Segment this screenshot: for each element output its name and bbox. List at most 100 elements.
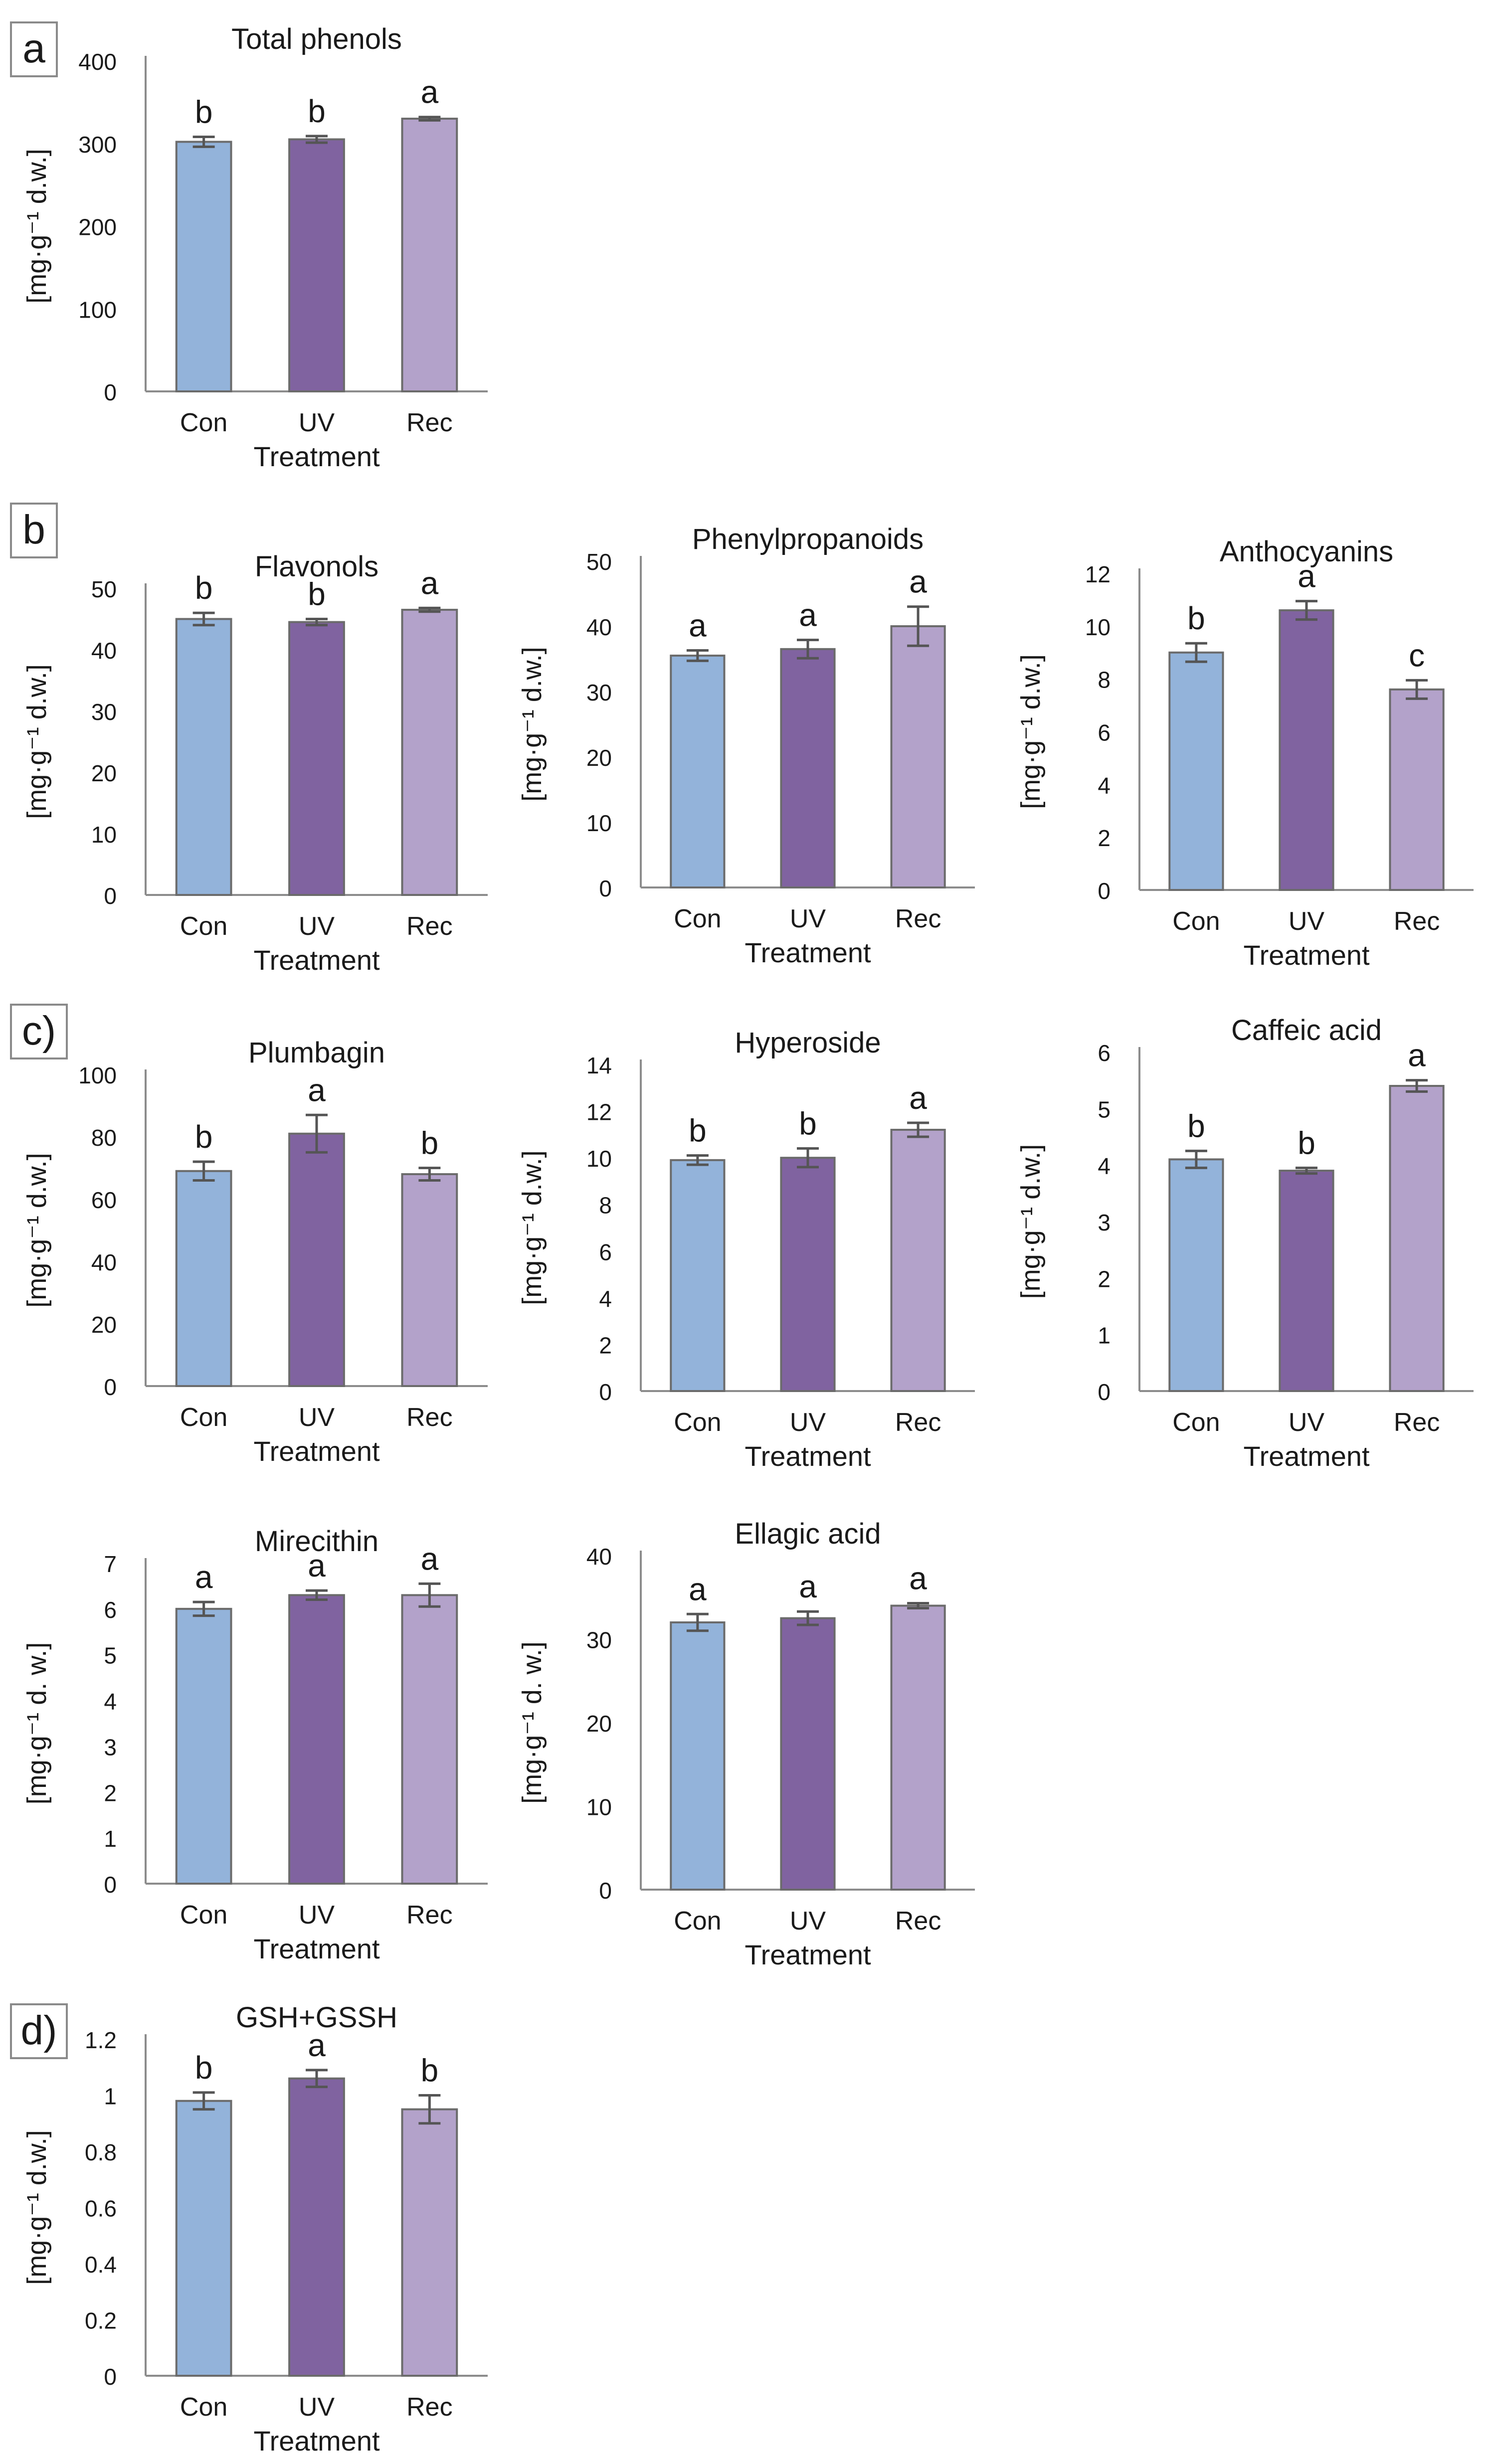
y-tick-label: 40 <box>586 1544 612 1570</box>
bar <box>175 618 232 896</box>
y-axis-label: [mg·g⁻¹ d.w.] <box>1016 1144 1046 1299</box>
x-tick-label: Con <box>180 2393 227 2422</box>
y-tick-label: 30 <box>91 699 117 725</box>
y-tick-label: 200 <box>78 214 117 240</box>
y-tick-label: 10 <box>586 1794 612 1820</box>
y-axis-label: [mg·g⁻¹ d.w.] <box>1016 654 1046 809</box>
x-axis-label: Treatment <box>744 1440 871 1472</box>
chart: Flavonols 0 10 20 30 40 50 [mg·g⁻¹ d.w.] b Con b UV… <box>22 550 488 976</box>
chart: Anthocyanins 0 2 4 6 8 10 12 [mg·g⁻¹ d.w.] b Con a U… <box>1016 535 1474 971</box>
y-axis-label: [mg·g⁻¹ d. w.] <box>22 1642 52 1805</box>
bar <box>401 2108 458 2377</box>
significance-letter: b <box>308 576 326 612</box>
x-tick-label: UV <box>299 2393 335 2422</box>
significance-letter: b <box>308 93 326 129</box>
y-tick-label: 5 <box>104 1643 117 1669</box>
x-tick-label: Con <box>1172 907 1220 936</box>
x-tick-label: Rec <box>406 1901 452 1930</box>
significance-letter: a <box>909 1080 927 1116</box>
panel-label-box <box>10 2003 68 2059</box>
bar <box>401 609 458 896</box>
significance-letter: a <box>421 565 439 601</box>
x-tick-label: UV <box>1289 907 1325 936</box>
x-tick-label: UV <box>299 408 335 437</box>
significance-letter: b <box>195 94 213 130</box>
bar <box>288 2077 345 2377</box>
x-tick-label: Rec <box>895 904 941 933</box>
bar <box>1168 1158 1224 1392</box>
y-tick-label: 10 <box>586 810 612 836</box>
bar <box>175 141 232 392</box>
x-tick-label: Rec <box>1394 907 1440 936</box>
bar <box>1279 609 1334 891</box>
bar <box>780 648 836 888</box>
bar <box>670 654 726 888</box>
panel-label-box <box>10 21 58 77</box>
bar <box>288 1594 345 1885</box>
y-tick-label: 0 <box>104 883 117 909</box>
y-tick-label: 1 <box>104 1826 117 1852</box>
significance-letter: a <box>799 1569 817 1604</box>
bar <box>175 2100 232 2377</box>
bar <box>401 1594 458 1885</box>
chart-title: Caffeic acid <box>1231 1014 1382 1047</box>
bar <box>780 1617 836 1891</box>
bar <box>890 1604 946 1891</box>
y-tick-label: 6 <box>104 1597 117 1623</box>
significance-letter: a <box>909 564 927 600</box>
bar <box>1389 688 1445 891</box>
y-tick-label: 4 <box>599 1286 612 1312</box>
bar <box>1279 1170 1334 1392</box>
chart: Plumbagin 0 20 40 60 80 100 [mg·g⁻¹ d.w.] b Con a U… <box>22 1037 488 1467</box>
chart-title: Plumbagin <box>248 1037 385 1069</box>
chart-title: Flavonols <box>255 550 378 583</box>
x-tick-label: Rec <box>1394 1408 1440 1437</box>
bar <box>1389 1085 1445 1392</box>
chart-title: Ellagic acid <box>735 1518 881 1550</box>
panel-label-box <box>10 1004 68 1059</box>
y-tick-label: 5 <box>1098 1096 1111 1122</box>
bar <box>780 1157 836 1392</box>
x-tick-label: Con <box>674 904 721 933</box>
y-tick-label: 20 <box>91 1312 117 1338</box>
panel-label: d) <box>21 2008 57 2053</box>
y-tick-label: 2 <box>104 1780 117 1806</box>
x-axis-label: Treatment <box>253 441 380 472</box>
y-tick-label: 7 <box>104 1551 117 1577</box>
significance-letter: b <box>799 1105 817 1141</box>
significance-letter: c <box>1409 637 1425 673</box>
x-tick-label: Con <box>180 1901 227 1930</box>
x-tick-label: UV <box>1289 1408 1325 1437</box>
y-tick-label: 100 <box>78 297 117 323</box>
x-axis-label: Treatment <box>253 1435 380 1467</box>
y-axis-label: [mg·g⁻¹ d. w.] <box>517 1641 547 1804</box>
chart: Mirecithin 0 1 2 3 4 5 6 7 [mg·g⁻¹ d. w.] a Con a UV a… <box>22 1525 488 1964</box>
chart: Caffeic acid 0 1 2 3 4 5 6 [mg·g⁻¹ d.w.] b Con b UV a… <box>1016 1014 1474 1472</box>
y-tick-label: 0.4 <box>85 2252 117 2278</box>
y-tick-label: 100 <box>78 1062 117 1088</box>
y-tick-label: 1 <box>1098 1323 1111 1349</box>
y-tick-label: 6 <box>599 1239 612 1265</box>
x-tick-label: Con <box>1172 1408 1220 1437</box>
y-tick-label: 50 <box>91 576 117 602</box>
y-tick-label: 60 <box>91 1187 117 1213</box>
y-tick-label: 50 <box>586 549 612 575</box>
y-tick-label: 1.2 <box>85 2027 117 2053</box>
chart-title: Total phenols <box>231 23 402 55</box>
y-tick-label: 6 <box>1098 1040 1111 1066</box>
significance-letter: a <box>909 1560 927 1596</box>
bar <box>288 138 345 392</box>
y-tick-label: 0 <box>104 1374 117 1400</box>
x-tick-label: Con <box>180 912 227 941</box>
bar <box>670 1159 726 1393</box>
x-tick-label: Con <box>674 1408 721 1437</box>
y-tick-label: 0 <box>104 1872 117 1898</box>
y-tick-label: 3 <box>1098 1210 1111 1235</box>
y-tick-label: 0.8 <box>85 2139 117 2165</box>
bar <box>401 118 458 392</box>
y-tick-label: 0 <box>599 1379 612 1405</box>
chart: GSH+GSSH 0 0.2 0.4 0.6 0.8 1 1.2 [mg·g⁻¹ d.w.] b C… <box>22 2001 488 2457</box>
y-tick-label: 10 <box>586 1146 612 1172</box>
y-tick-label: 0 <box>1098 878 1111 904</box>
y-tick-label: 14 <box>586 1053 612 1078</box>
